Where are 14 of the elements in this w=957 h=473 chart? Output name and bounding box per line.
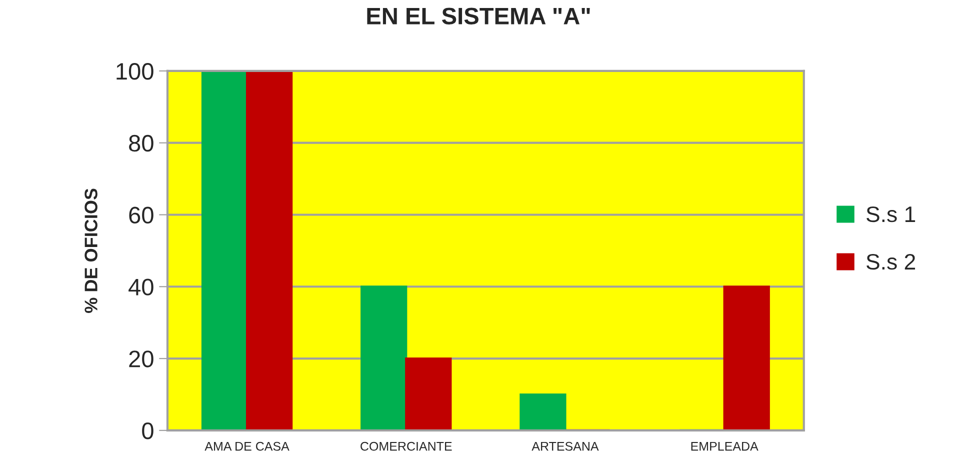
y-tick-label: 60	[129, 206, 154, 224]
x-tick-label: AMA DE CASA	[204, 442, 290, 451]
legend-label: S.s 1	[866, 206, 916, 222]
x-tick-label: ARTESANA	[532, 442, 599, 451]
y-tick-label: 0	[142, 422, 154, 440]
legend-label: S.s 2	[866, 254, 916, 270]
chart-title: EN EL SISTEMA "A"	[367, 8, 590, 24]
x-tick-label: EMPLEADA	[691, 442, 758, 451]
y-axis-title: % DE OFICIOS	[84, 188, 98, 313]
y-tick-label: 40	[128, 278, 154, 296]
y-tick-label: 20	[129, 350, 154, 368]
y-tick-label: 100	[116, 63, 154, 80]
x-tick-label: COMERCIANTE	[360, 442, 452, 451]
y-tick-label: 80	[129, 134, 154, 152]
